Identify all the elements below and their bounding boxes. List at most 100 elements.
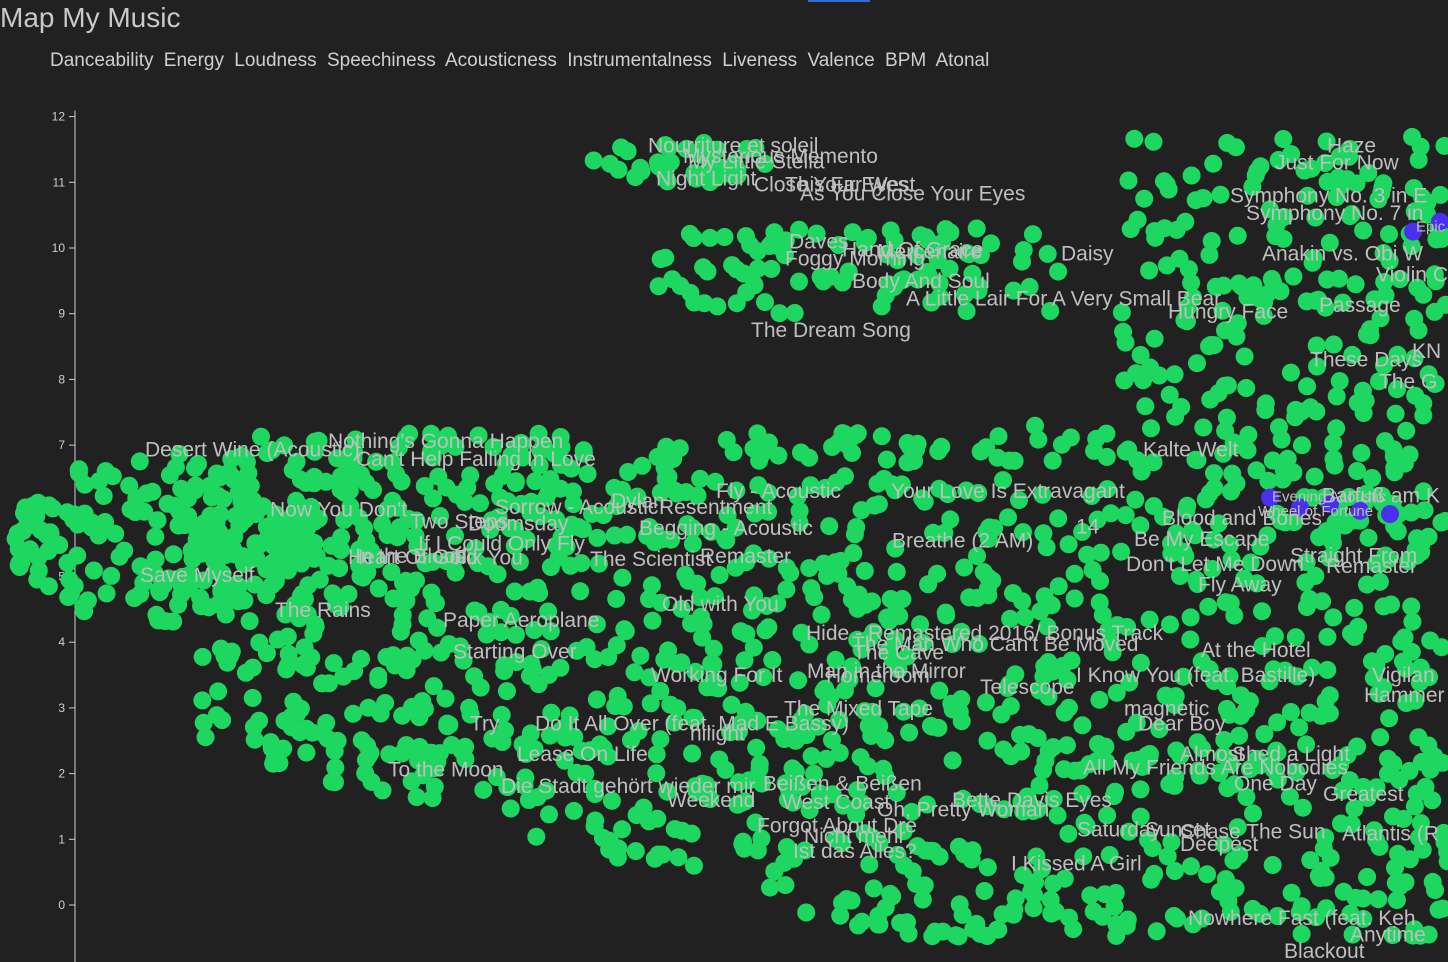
song-point[interactable] — [1320, 686, 1339, 705]
song-point[interactable] — [1395, 628, 1414, 647]
song-point[interactable] — [1218, 887, 1237, 906]
song-point[interactable] — [1186, 526, 1205, 545]
song-point[interactable] — [541, 558, 560, 576]
song-point[interactable] — [992, 705, 1011, 724]
song-point[interactable] — [705, 587, 724, 606]
song-point[interactable] — [820, 517, 839, 536]
song-point[interactable] — [685, 856, 703, 875]
song-point[interactable] — [196, 728, 215, 747]
song-point[interactable] — [1098, 806, 1117, 825]
song-point[interactable] — [532, 640, 551, 659]
song-point[interactable] — [94, 487, 113, 505]
song-point[interactable] — [385, 656, 404, 675]
song-point[interactable] — [410, 737, 429, 756]
song-point[interactable] — [1193, 739, 1212, 758]
song-point[interactable] — [864, 879, 883, 898]
song-point[interactable] — [305, 432, 324, 451]
song-point[interactable] — [1423, 791, 1442, 810]
song-point[interactable] — [146, 527, 165, 546]
song-point[interactable] — [745, 275, 764, 294]
song-point[interactable] — [1188, 354, 1206, 373]
song-point[interactable] — [708, 297, 727, 316]
song-point[interactable] — [258, 444, 277, 463]
song-point[interactable] — [872, 297, 891, 316]
song-point[interactable] — [319, 556, 338, 575]
song-point[interactable] — [541, 622, 560, 641]
song-point[interactable] — [952, 712, 971, 731]
song-point[interactable] — [316, 472, 335, 491]
song-point[interactable] — [702, 654, 721, 673]
song-point[interactable] — [1091, 543, 1110, 562]
song-point[interactable] — [1029, 430, 1048, 449]
song-point[interactable] — [665, 820, 684, 839]
song-point[interactable] — [1253, 637, 1272, 655]
song-point[interactable] — [1220, 535, 1239, 554]
song-point[interactable] — [244, 718, 263, 736]
song-point[interactable] — [790, 272, 808, 291]
song-point[interactable] — [802, 579, 821, 598]
song-point[interactable] — [785, 849, 803, 868]
song-point[interactable] — [1244, 804, 1262, 823]
song-point[interactable] — [1075, 813, 1094, 832]
song-point[interactable] — [881, 221, 900, 240]
song-point[interactable] — [954, 789, 972, 808]
song-point[interactable] — [1206, 277, 1225, 296]
song-point[interactable] — [39, 577, 58, 596]
song-point[interactable] — [1340, 771, 1359, 790]
song-point[interactable] — [1203, 560, 1222, 578]
song-point[interactable] — [715, 228, 734, 246]
song-point[interactable] — [908, 246, 926, 265]
song-point[interactable] — [1058, 670, 1077, 689]
song-point[interactable] — [480, 612, 498, 631]
song-point[interactable] — [746, 139, 765, 157]
song-point[interactable] — [894, 702, 913, 721]
song-point[interactable] — [1120, 673, 1139, 692]
song-point[interactable] — [710, 566, 729, 584]
song-point[interactable] — [700, 161, 719, 180]
song-point[interactable] — [326, 758, 345, 777]
song-point[interactable] — [1334, 882, 1353, 901]
song-point[interactable] — [1217, 408, 1236, 427]
song-point[interactable] — [1419, 527, 1438, 546]
song-point[interactable] — [1031, 602, 1050, 621]
song-point[interactable] — [1134, 371, 1153, 390]
song-point[interactable] — [776, 774, 795, 793]
song-point[interactable] — [826, 650, 845, 669]
song-point[interactable] — [1409, 728, 1428, 747]
song-point[interactable] — [1028, 729, 1047, 747]
song-point[interactable] — [1018, 787, 1037, 806]
song-point[interactable] — [957, 302, 976, 321]
song-point[interactable] — [424, 489, 442, 508]
song-point[interactable] — [1049, 577, 1068, 596]
song-point[interactable] — [1241, 553, 1260, 572]
song-point[interactable] — [691, 469, 710, 488]
song-point[interactable] — [505, 582, 524, 601]
song-point[interactable] — [852, 912, 871, 931]
song-point[interactable] — [1359, 164, 1378, 182]
song-point[interactable] — [1356, 391, 1375, 410]
song-point[interactable] — [390, 518, 409, 537]
song-point[interactable] — [913, 633, 932, 652]
song-point[interactable] — [120, 476, 139, 495]
song-point[interactable] — [632, 162, 651, 181]
song-point[interactable] — [1187, 570, 1206, 589]
song-point[interactable] — [1435, 136, 1448, 155]
song-point[interactable] — [748, 242, 767, 261]
song-point[interactable] — [1324, 608, 1343, 627]
song-point[interactable] — [743, 601, 761, 620]
song-point[interactable] — [406, 526, 425, 545]
song-point[interactable] — [683, 534, 702, 553]
song-point[interactable] — [1223, 464, 1242, 483]
song-point[interactable] — [823, 438, 842, 456]
song-point[interactable] — [1023, 225, 1042, 244]
song-point[interactable] — [43, 499, 62, 518]
song-point[interactable] — [554, 455, 572, 474]
song-point[interactable] — [1327, 419, 1346, 438]
song-point[interactable] — [564, 495, 583, 514]
song-point[interactable] — [1297, 735, 1316, 754]
song-point[interactable] — [1243, 899, 1262, 918]
song-point[interactable] — [967, 914, 986, 933]
song-point[interactable] — [1302, 159, 1321, 178]
song-point[interactable] — [963, 841, 982, 860]
song-point[interactable] — [1415, 501, 1434, 520]
